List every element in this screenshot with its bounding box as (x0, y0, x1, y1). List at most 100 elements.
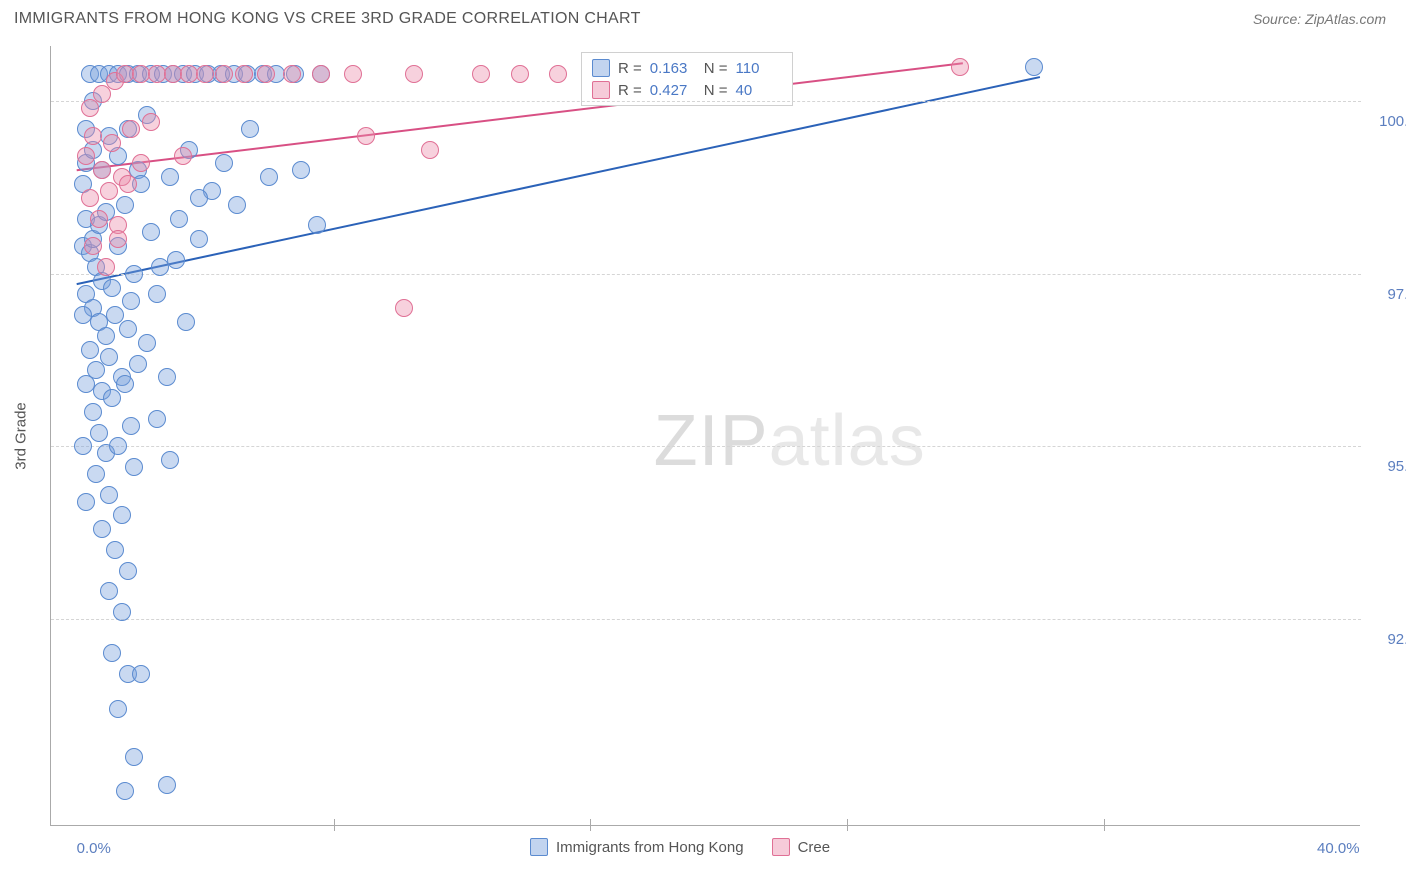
source-label: Source: ZipAtlas.com (1253, 11, 1386, 27)
data-point (132, 154, 150, 172)
data-point (132, 665, 150, 683)
y-tick-label: 95.0% (1370, 458, 1406, 475)
data-point (125, 748, 143, 766)
data-point (142, 223, 160, 241)
data-point (77, 147, 95, 165)
stat-r-label: R = (618, 60, 642, 77)
data-point (167, 251, 185, 269)
data-point (116, 196, 134, 214)
x-tick (334, 819, 335, 831)
data-point (103, 389, 121, 407)
data-point (74, 306, 92, 324)
data-point (312, 65, 330, 83)
data-point (142, 113, 160, 131)
chart-title: IMMIGRANTS FROM HONG KONG VS CREE 3RD GR… (14, 10, 641, 28)
data-point (77, 375, 95, 393)
data-point (77, 493, 95, 511)
data-point (81, 341, 99, 359)
data-point (170, 210, 188, 228)
gridline (51, 274, 1361, 275)
data-point (100, 348, 118, 366)
stat-r-label: R = (618, 82, 642, 99)
data-point (74, 437, 92, 455)
stat-n-val-b: 40 (736, 82, 782, 99)
stat-n-label: N = (704, 82, 728, 99)
data-point (84, 403, 102, 421)
data-point (549, 65, 567, 83)
swatch-b-icon (772, 838, 790, 856)
data-point (90, 210, 108, 228)
chart-container: 3rd Grade ZIPatlas R = 0.163 N = 110 R =… (50, 46, 1390, 846)
data-point (395, 299, 413, 317)
data-point (125, 458, 143, 476)
data-point (260, 168, 278, 186)
data-point (148, 285, 166, 303)
data-point (158, 368, 176, 386)
data-point (84, 127, 102, 145)
data-point (113, 603, 131, 621)
data-point (357, 127, 375, 145)
x-tick-label: 40.0% (1317, 840, 1360, 857)
watermark: ZIPatlas (654, 400, 926, 482)
stat-r-val-b: 0.427 (650, 82, 696, 99)
trend-line (77, 77, 1040, 284)
data-point (241, 120, 259, 138)
data-point (113, 506, 131, 524)
data-point (100, 582, 118, 600)
data-point (122, 292, 140, 310)
x-tick (590, 819, 591, 831)
data-point (344, 65, 362, 83)
data-point (511, 65, 529, 83)
legend-item-a: Immigrants from Hong Kong (530, 838, 744, 856)
stat-r-val-a: 0.163 (650, 60, 696, 77)
data-point (106, 541, 124, 559)
data-point (405, 65, 423, 83)
data-point (119, 562, 137, 580)
data-point (228, 196, 246, 214)
data-point (109, 437, 127, 455)
data-point (138, 334, 156, 352)
data-point (84, 237, 102, 255)
data-point (90, 424, 108, 442)
data-point (190, 189, 208, 207)
data-point (215, 65, 233, 83)
x-tick (1104, 819, 1105, 831)
data-point (215, 154, 233, 172)
data-point (196, 65, 214, 83)
stats-legend: R = 0.163 N = 110 R = 0.427 N = 40 (581, 52, 793, 106)
data-point (174, 147, 192, 165)
data-point (472, 65, 490, 83)
data-point (100, 486, 118, 504)
data-point (125, 265, 143, 283)
watermark-bold: ZIP (654, 401, 769, 481)
data-point (1025, 58, 1043, 76)
x-tick-label: 0.0% (77, 840, 111, 857)
data-point (161, 451, 179, 469)
data-point (421, 141, 439, 159)
data-point (283, 65, 301, 83)
y-tick-label: 100.0% (1370, 113, 1406, 130)
data-point (161, 168, 179, 186)
gridline (51, 101, 1361, 102)
data-point (158, 776, 176, 794)
legend-label-a: Immigrants from Hong Kong (556, 839, 744, 856)
data-point (116, 782, 134, 800)
data-point (119, 320, 137, 338)
data-point (951, 58, 969, 76)
plot-area: 3rd Grade ZIPatlas R = 0.163 N = 110 R =… (50, 46, 1360, 826)
swatch-a-icon (530, 838, 548, 856)
data-point (119, 175, 137, 193)
data-point (103, 644, 121, 662)
data-point (97, 327, 115, 345)
data-point (103, 279, 121, 297)
data-point (100, 182, 118, 200)
data-point (93, 520, 111, 538)
swatch-a-icon (592, 59, 610, 77)
stats-row-b: R = 0.427 N = 40 (582, 79, 792, 101)
data-point (122, 120, 140, 138)
stat-n-label: N = (704, 60, 728, 77)
data-point (109, 230, 127, 248)
stats-row-a: R = 0.163 N = 110 (582, 57, 792, 79)
data-point (235, 65, 253, 83)
data-point (308, 216, 326, 234)
